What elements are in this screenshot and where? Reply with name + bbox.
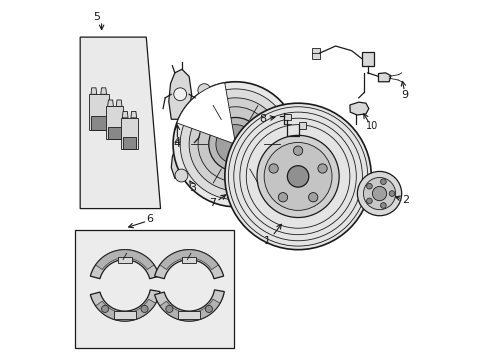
Text: 2: 2 [401, 195, 408, 204]
Bar [299, 122, 305, 129]
Polygon shape [91, 116, 106, 130]
Polygon shape [95, 250, 154, 270]
Circle shape [308, 193, 317, 202]
Bar [75, 230, 233, 348]
Bar [311, 48, 319, 59]
Bar [182, 257, 196, 262]
Circle shape [198, 84, 210, 96]
Circle shape [366, 183, 371, 189]
Circle shape [278, 193, 287, 202]
Circle shape [224, 103, 370, 249]
Circle shape [205, 305, 212, 312]
Text: 7: 7 [208, 198, 216, 208]
Circle shape [264, 143, 331, 210]
Polygon shape [106, 107, 123, 139]
Circle shape [257, 135, 339, 217]
Bar [118, 257, 132, 262]
Bar [283, 113, 290, 120]
Polygon shape [168, 69, 191, 119]
Circle shape [268, 164, 278, 173]
Polygon shape [80, 37, 160, 208]
Circle shape [141, 305, 148, 312]
Circle shape [317, 164, 326, 173]
Circle shape [175, 169, 187, 182]
Polygon shape [349, 102, 368, 115]
Polygon shape [122, 137, 136, 149]
Text: 1: 1 [264, 236, 271, 246]
Polygon shape [90, 290, 160, 321]
Polygon shape [121, 118, 138, 149]
Circle shape [216, 125, 255, 164]
Circle shape [363, 177, 395, 210]
Text: 4: 4 [173, 138, 181, 148]
Circle shape [372, 186, 386, 201]
Circle shape [173, 88, 186, 101]
Circle shape [260, 192, 273, 205]
Bar [361, 52, 373, 66]
Text: 4: 4 [173, 139, 181, 149]
Text: 8: 8 [258, 113, 265, 123]
Polygon shape [107, 100, 113, 107]
Polygon shape [89, 94, 108, 130]
Circle shape [165, 305, 173, 312]
Circle shape [182, 154, 190, 163]
Text: 3: 3 [189, 183, 196, 193]
Text: 6: 6 [146, 214, 153, 224]
Polygon shape [131, 111, 136, 118]
Circle shape [102, 305, 108, 312]
Polygon shape [160, 299, 220, 321]
Circle shape [380, 179, 386, 185]
Text: 10: 10 [366, 121, 378, 131]
Polygon shape [160, 250, 218, 270]
Circle shape [180, 89, 290, 200]
Bar [114, 311, 135, 319]
Polygon shape [122, 111, 128, 118]
Circle shape [388, 191, 394, 197]
Circle shape [283, 107, 296, 120]
Polygon shape [90, 250, 159, 279]
Circle shape [287, 166, 308, 187]
Circle shape [198, 107, 272, 182]
Text: 9: 9 [401, 90, 408, 100]
Polygon shape [91, 88, 97, 94]
Circle shape [357, 171, 401, 216]
Circle shape [208, 117, 262, 171]
Circle shape [366, 198, 371, 204]
Text: 5: 5 [93, 13, 100, 22]
Circle shape [293, 146, 302, 156]
Polygon shape [108, 127, 122, 139]
Circle shape [380, 203, 386, 208]
Bar [178, 311, 200, 319]
Polygon shape [177, 83, 235, 144]
Circle shape [179, 151, 194, 166]
Polygon shape [95, 299, 156, 321]
Circle shape [173, 82, 298, 207]
Circle shape [189, 98, 282, 191]
Polygon shape [101, 88, 106, 94]
Polygon shape [154, 250, 223, 279]
Polygon shape [116, 100, 122, 107]
Polygon shape [154, 290, 224, 321]
Polygon shape [171, 137, 201, 180]
Polygon shape [378, 73, 390, 82]
